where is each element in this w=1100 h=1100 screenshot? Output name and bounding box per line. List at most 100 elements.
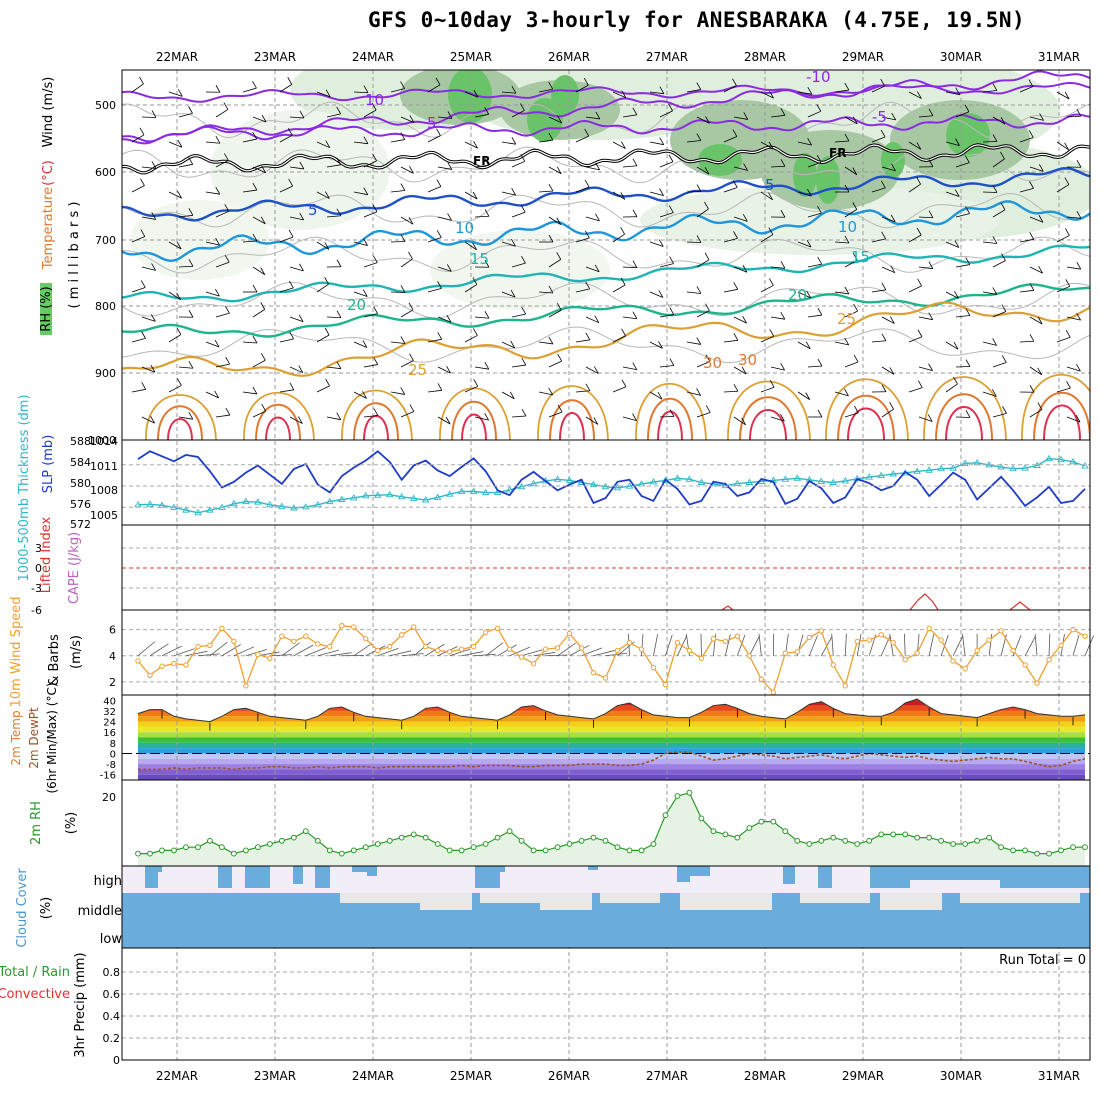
wind-barb-flag [1065,330,1071,338]
wind-barb [464,241,477,251]
wind-barb-flag [594,366,599,374]
day-label-bottom: 26MAR [548,1069,590,1083]
wind-barb [622,366,637,371]
wind-speed-marker [446,649,453,655]
wind-barb-flag [214,339,220,348]
wind-barb [696,208,709,218]
wind-speed-marker [171,660,177,667]
wind-barb [437,316,452,323]
rh-marker [674,793,681,799]
temp2m-line [137,698,1086,723]
thickness-marker [409,494,418,501]
wind-barb-flag [584,179,590,188]
wind-barb [131,388,146,393]
wind-barb-flag [880,78,886,87]
wind-barb [881,408,894,418]
wind-barb [316,283,329,293]
temp-tick: 8 [110,739,116,750]
wind-barb-flag [743,163,748,171]
wind-speed-marker [590,670,597,676]
wind-barb [770,316,785,320]
wind-tick: 4 [109,650,116,663]
wind-barb-flag [817,256,823,265]
wind-speed-marker [602,675,609,681]
wind-barb [437,166,452,170]
wind-barb-flag [965,206,970,214]
wind-barb [279,338,294,343]
wind-barb [871,136,886,143]
wind-barb [178,112,193,118]
pressure-tick: 900 [95,367,116,380]
wind-barb [918,266,933,270]
thickness-marker [493,488,502,496]
wind-barb [316,91,331,98]
wind10-barb [569,645,590,657]
wind-barb [918,316,933,321]
wind-barb [474,316,489,319]
wind-barb [464,385,478,393]
rh-marker [554,844,561,851]
wind-barb-flag [437,332,443,340]
wind-barb-flag [955,138,960,146]
wind-barb [908,387,923,393]
wind-barb [760,191,773,201]
cloud-mid-gap [540,893,592,910]
wind-barb-flag [852,167,858,175]
wind-speed-marker [722,638,729,645]
wind-barb [215,414,230,418]
wind-speed-marker [698,655,705,662]
wind-barb [437,416,451,425]
wind-barb-flag [150,415,155,424]
wind-barb-flag [436,179,442,187]
wind-speed-marker [770,689,777,696]
rh-marker [1010,847,1016,854]
wind-barb [834,341,849,346]
wind-barb-flag [214,390,220,399]
wind-barb-flag [252,335,258,344]
wind-barb-flag [741,417,746,426]
wind-barb-flag [844,286,850,295]
day-label-bottom: 28MAR [744,1069,786,1083]
wind-speed-marker [974,647,980,654]
wind10-barb [557,642,576,657]
wind-barb-flag [176,241,182,250]
rh-marker [830,834,837,841]
rh-marker [950,841,957,847]
wind-barb-flag [621,328,626,337]
thickness-marker [925,466,933,473]
wind10-barb [1034,633,1038,656]
wind-barb [918,366,933,372]
wind-barb-flag [1076,363,1081,372]
wind10-barb [928,634,935,656]
temp-contour [122,236,1090,274]
wind-barb [760,386,775,393]
wind-barb-flag [400,336,406,344]
wind-barb-flag [288,178,294,187]
wind-barb [427,338,442,343]
wind-barb-flag [696,286,702,294]
wind-barb-flag [620,277,626,286]
ylabel-slp: SLP (mb) [41,435,56,494]
wind-barb-flag [362,391,367,399]
wind-barb-flag [400,81,405,89]
rh-marker [410,831,417,838]
temp-contour-30 [353,402,399,440]
thickness-marker [1045,454,1053,462]
wind-barb-flag [916,227,922,236]
wind-barb-flag [511,187,516,196]
temp-contour [122,191,1090,229]
wind-speed-marker [854,638,860,645]
wind-barb [511,364,526,368]
day-label-bottom: 23MAR [254,1069,296,1083]
wind-barb-flag [954,291,959,299]
wind-speed-marker [159,663,165,669]
rh-marker [171,847,177,854]
rh-marker [926,834,933,841]
rh-blob [210,110,390,230]
wind-barb [760,91,774,99]
wind-barb-flag [215,288,220,297]
wind10-barb [988,633,993,656]
wind-barb [696,259,710,268]
wind-barb [696,412,711,418]
wind-speed-marker [986,637,992,643]
